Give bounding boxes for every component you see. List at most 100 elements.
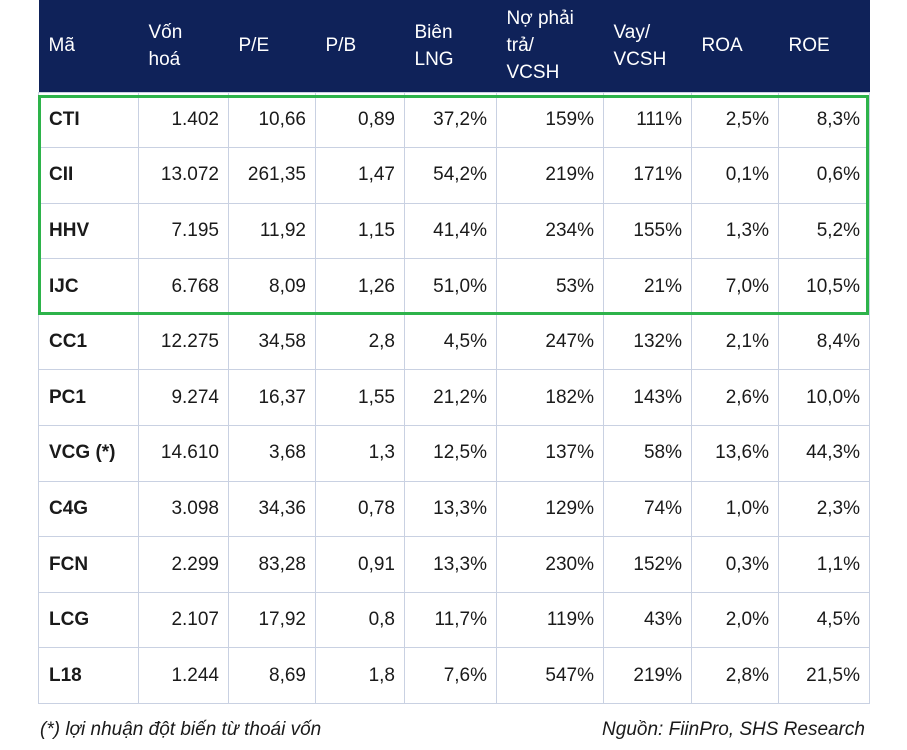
value-cell: 155% <box>603 202 692 260</box>
value-cell: 2,3% <box>778 480 870 538</box>
table-body: CTI 1.402 10,66 0,89 37,2% 159% 111% 2,5% 8,3% CI… <box>38 91 870 705</box>
value-cell: 2.107 <box>138 591 229 649</box>
value-cell: 2,1% <box>691 313 779 371</box>
value-cell: 171% <box>603 147 692 204</box>
value-cell: 2,0% <box>691 591 779 649</box>
header-ma: Mã <box>38 0 139 92</box>
ticker-cell: CII <box>38 147 139 204</box>
valuation-table-container: Mã Vốn hoá P/E P/B Biên LNG Nợ phải trả/… <box>38 0 870 705</box>
value-cell: 10,0% <box>778 369 870 427</box>
table-row: FCN 2.299 83,28 0,91 13,3% 230% 152% 0,3% 1,1% <box>38 536 870 593</box>
header-roe: ROE <box>778 0 870 92</box>
value-cell: 4,5% <box>778 591 870 649</box>
value-cell: 0,1% <box>691 147 779 204</box>
value-cell: 3,68 <box>228 425 316 482</box>
value-cell: 10,5% <box>778 258 870 315</box>
value-cell: 2.299 <box>138 536 229 593</box>
footnote: (*) lợi nhuận đột biến từ thoái vốn <box>40 719 322 740</box>
value-cell: 12.275 <box>138 313 229 371</box>
table-header: Mã Vốn hoá P/E P/B Biên LNG Nợ phải trả/… <box>38 0 870 92</box>
value-cell: 1.244 <box>138 647 229 705</box>
header-pe: P/E <box>228 0 316 92</box>
value-cell: 3.098 <box>138 480 229 538</box>
header-roa: ROA <box>691 0 779 92</box>
value-cell: 1,1% <box>778 536 870 593</box>
ticker-cell: C4G <box>38 480 139 538</box>
value-cell: 37,2% <box>404 91 497 149</box>
ticker-cell: CTI <box>38 91 139 149</box>
value-cell: 0,91 <box>315 536 405 593</box>
value-cell: 2,5% <box>691 91 779 149</box>
value-cell: 54,2% <box>404 147 497 204</box>
value-cell: 10,66 <box>228 91 316 149</box>
value-cell: 13,6% <box>691 425 779 482</box>
value-cell: 14.610 <box>138 425 229 482</box>
value-cell: 119% <box>496 591 604 649</box>
value-cell: 74% <box>603 480 692 538</box>
value-cell: 1,0% <box>691 480 779 538</box>
value-cell: 7.195 <box>138 202 229 260</box>
ticker-cell: HHV <box>38 202 139 260</box>
table-row: HHV 7.195 11,92 1,15 41,4% 234% 155% 1,3% 5,2% <box>38 202 870 260</box>
value-cell: 7,6% <box>404 647 497 705</box>
value-cell: 21% <box>603 258 692 315</box>
header-row: Mã Vốn hoá P/E P/B Biên LNG Nợ phải trả/… <box>38 0 870 92</box>
value-cell: 43% <box>603 591 692 649</box>
table-row: VCG (*) 14.610 3,68 1,3 12,5% 137% 58% 13,6% 44,… <box>38 425 870 482</box>
ticker-cell: CC1 <box>38 313 139 371</box>
value-cell: 44,3% <box>778 425 870 482</box>
ticker-cell: VCG (*) <box>38 425 139 482</box>
value-cell: 8,4% <box>778 313 870 371</box>
table-row: CC1 12.275 34,58 2,8 4,5% 247% 132% 2,1% 8,4% <box>38 313 870 371</box>
value-cell: 51,0% <box>404 258 497 315</box>
table-row: CII 13.072 261,35 1,47 54,2% 219% 171% 0,1% 0,6% <box>38 147 870 204</box>
value-cell: 8,3% <box>778 91 870 149</box>
ticker-cell: FCN <box>38 536 139 593</box>
value-cell: 13,3% <box>404 480 497 538</box>
table-row: IJC 6.768 8,09 1,26 51,0% 53% 21% 7,0% 10,5% <box>38 258 870 315</box>
value-cell: 17,92 <box>228 591 316 649</box>
table-row: L18 1.244 8,69 1,8 7,6% 547% 219% 2,8% 21,5% <box>38 647 870 705</box>
value-cell: 1,55 <box>315 369 405 427</box>
value-cell: 0,89 <box>315 91 405 149</box>
value-cell: 219% <box>496 147 604 204</box>
value-cell: 34,36 <box>228 480 316 538</box>
value-cell: 21,5% <box>778 647 870 705</box>
table-row: C4G 3.098 34,36 0,78 13,3% 129% 74% 1,0% 2,3% <box>38 480 870 538</box>
value-cell: 234% <box>496 202 604 260</box>
value-cell: 1.402 <box>138 91 229 149</box>
value-cell: 159% <box>496 91 604 149</box>
value-cell: 111% <box>603 91 692 149</box>
valuation-table: Mã Vốn hoá P/E P/B Biên LNG Nợ phải trả/… <box>38 0 870 705</box>
value-cell: 1,3% <box>691 202 779 260</box>
value-cell: 34,58 <box>228 313 316 371</box>
value-cell: 11,92 <box>228 202 316 260</box>
value-cell: 12,5% <box>404 425 497 482</box>
value-cell: 6.768 <box>138 258 229 315</box>
ticker-cell: L18 <box>38 647 139 705</box>
value-cell: 143% <box>603 369 692 427</box>
value-cell: 2,8% <box>691 647 779 705</box>
value-cell: 21,2% <box>404 369 497 427</box>
value-cell: 2,6% <box>691 369 779 427</box>
value-cell: 0,78 <box>315 480 405 538</box>
header-no-phai-tra-vcsh: Nợ phải trả/ VCSH <box>496 0 604 92</box>
value-cell: 4,5% <box>404 313 497 371</box>
header-von-hoa: Vốn hoá <box>138 0 229 92</box>
value-cell: 1,15 <box>315 202 405 260</box>
value-cell: 1,3 <box>315 425 405 482</box>
table-row: LCG 2.107 17,92 0,8 11,7% 119% 43% 2,0% 4,5% <box>38 591 870 649</box>
value-cell: 219% <box>603 647 692 705</box>
value-cell: 16,37 <box>228 369 316 427</box>
value-cell: 137% <box>496 425 604 482</box>
value-cell: 58% <box>603 425 692 482</box>
value-cell: 53% <box>496 258 604 315</box>
value-cell: 1,26 <box>315 258 405 315</box>
value-cell: 8,69 <box>228 647 316 705</box>
ticker-cell: IJC <box>38 258 139 315</box>
value-cell: 9.274 <box>138 369 229 427</box>
value-cell: 547% <box>496 647 604 705</box>
header-bien-lng: Biên LNG <box>404 0 497 92</box>
value-cell: 13.072 <box>138 147 229 204</box>
table-row: PC1 9.274 16,37 1,55 21,2% 182% 143% 2,6% 10,0% <box>38 369 870 427</box>
